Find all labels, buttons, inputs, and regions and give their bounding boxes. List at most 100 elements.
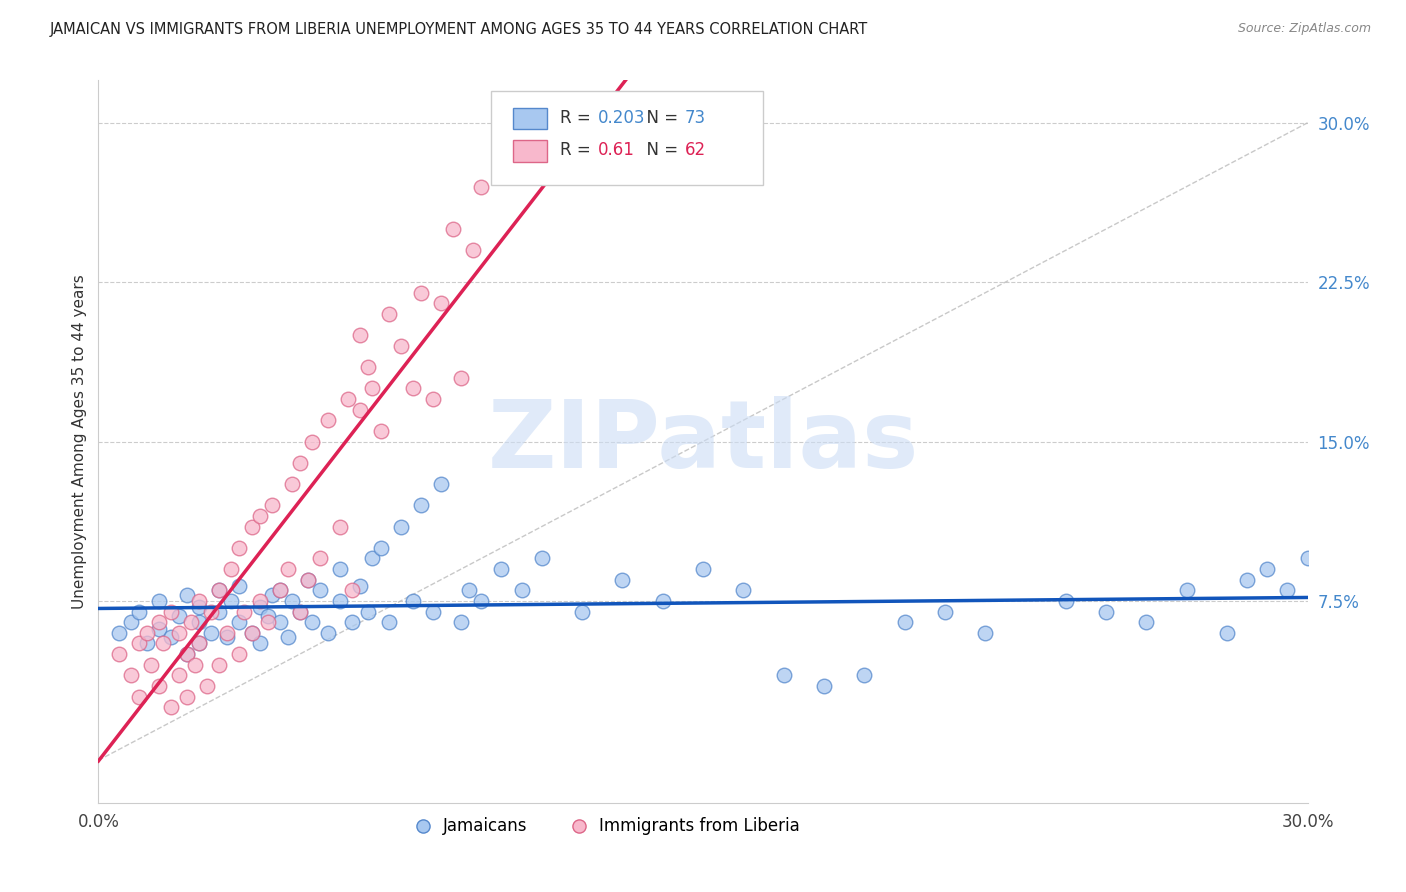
Point (228, 615, 250, 630)
Point (309, 551, 332, 566)
Text: 0.203: 0.203 (598, 109, 645, 127)
Point (188, 636, 211, 650)
Point (167, 668, 190, 682)
Y-axis label: Unemployment Among Ages 35 to 44 years: Unemployment Among Ages 35 to 44 years (72, 274, 87, 609)
Text: JAMAICAN VS IMMIGRANTS FROM LIBERIA UNEMPLOYMENT AMONG AGES 35 TO 44 YEARS CORRE: JAMAICAN VS IMMIGRANTS FROM LIBERIA UNEM… (49, 22, 868, 37)
Point (370, 424, 392, 438)
Point (361, 381, 384, 395)
Point (176, 690, 198, 704)
Point (1216, 625, 1239, 640)
Point (813, 679, 835, 693)
Point (1175, 583, 1198, 598)
Point (208, 605, 231, 619)
Point (200, 605, 222, 619)
Point (430, 477, 453, 491)
Point (571, 605, 593, 619)
Point (1135, 615, 1157, 630)
Point (377, 615, 399, 630)
Point (441, 222, 464, 236)
Point (217, 630, 239, 644)
Point (176, 588, 198, 602)
Point (430, 296, 453, 310)
Point (240, 519, 263, 533)
Point (120, 615, 142, 630)
Point (934, 605, 956, 619)
Point (269, 583, 291, 598)
Point (128, 605, 150, 619)
Point (301, 615, 323, 630)
Point (200, 625, 222, 640)
Point (422, 392, 444, 406)
Point (470, 594, 492, 608)
Point (128, 636, 150, 650)
Point (316, 625, 339, 640)
Point (316, 413, 339, 427)
Point (612, 573, 634, 587)
Point (1236, 573, 1258, 587)
Point (152, 636, 174, 650)
Point (530, 551, 553, 566)
Point (974, 625, 997, 640)
Point (281, 477, 304, 491)
Point (188, 615, 211, 630)
Point (389, 519, 412, 533)
Point (208, 583, 231, 598)
Point (228, 647, 250, 661)
FancyBboxPatch shape (513, 108, 547, 129)
Text: R =: R = (561, 141, 596, 160)
Point (893, 615, 915, 630)
Point (160, 630, 183, 644)
Point (221, 594, 243, 608)
Point (651, 594, 673, 608)
Point (195, 679, 218, 693)
Point (240, 625, 263, 640)
Point (1277, 583, 1299, 598)
Point (1296, 551, 1319, 566)
Text: ZIPatlas: ZIPatlas (488, 395, 918, 488)
Point (107, 625, 129, 640)
Point (135, 636, 157, 650)
Point (107, 647, 129, 661)
Point (297, 573, 319, 587)
Point (277, 562, 299, 576)
Point (232, 605, 254, 619)
Point (772, 668, 794, 682)
Point (288, 605, 311, 619)
Point (135, 625, 157, 640)
Text: Source: ZipAtlas.com: Source: ZipAtlas.com (1237, 22, 1371, 36)
Point (349, 402, 371, 417)
Point (450, 615, 472, 630)
Point (337, 392, 360, 406)
Text: N =: N = (637, 141, 683, 160)
Point (148, 679, 170, 693)
Point (184, 657, 207, 672)
Point (402, 594, 425, 608)
Point (128, 690, 150, 704)
Point (188, 594, 211, 608)
Point (342, 615, 364, 630)
Point (510, 583, 533, 598)
Point (256, 615, 278, 630)
Point (148, 615, 170, 630)
Point (1054, 594, 1077, 608)
Point (309, 583, 332, 598)
Text: 0.61: 0.61 (598, 141, 634, 160)
Point (389, 339, 412, 353)
Point (370, 541, 392, 555)
Point (692, 562, 714, 576)
Point (160, 700, 183, 714)
Point (176, 647, 198, 661)
Point (160, 605, 183, 619)
Point (249, 600, 271, 615)
Point (458, 583, 481, 598)
Point (281, 594, 304, 608)
Point (260, 588, 283, 602)
Point (402, 381, 425, 395)
Point (288, 605, 311, 619)
FancyBboxPatch shape (513, 140, 547, 162)
Point (463, 244, 485, 258)
Point (297, 573, 319, 587)
Text: N =: N = (637, 109, 683, 127)
Point (188, 600, 211, 615)
Point (249, 636, 271, 650)
